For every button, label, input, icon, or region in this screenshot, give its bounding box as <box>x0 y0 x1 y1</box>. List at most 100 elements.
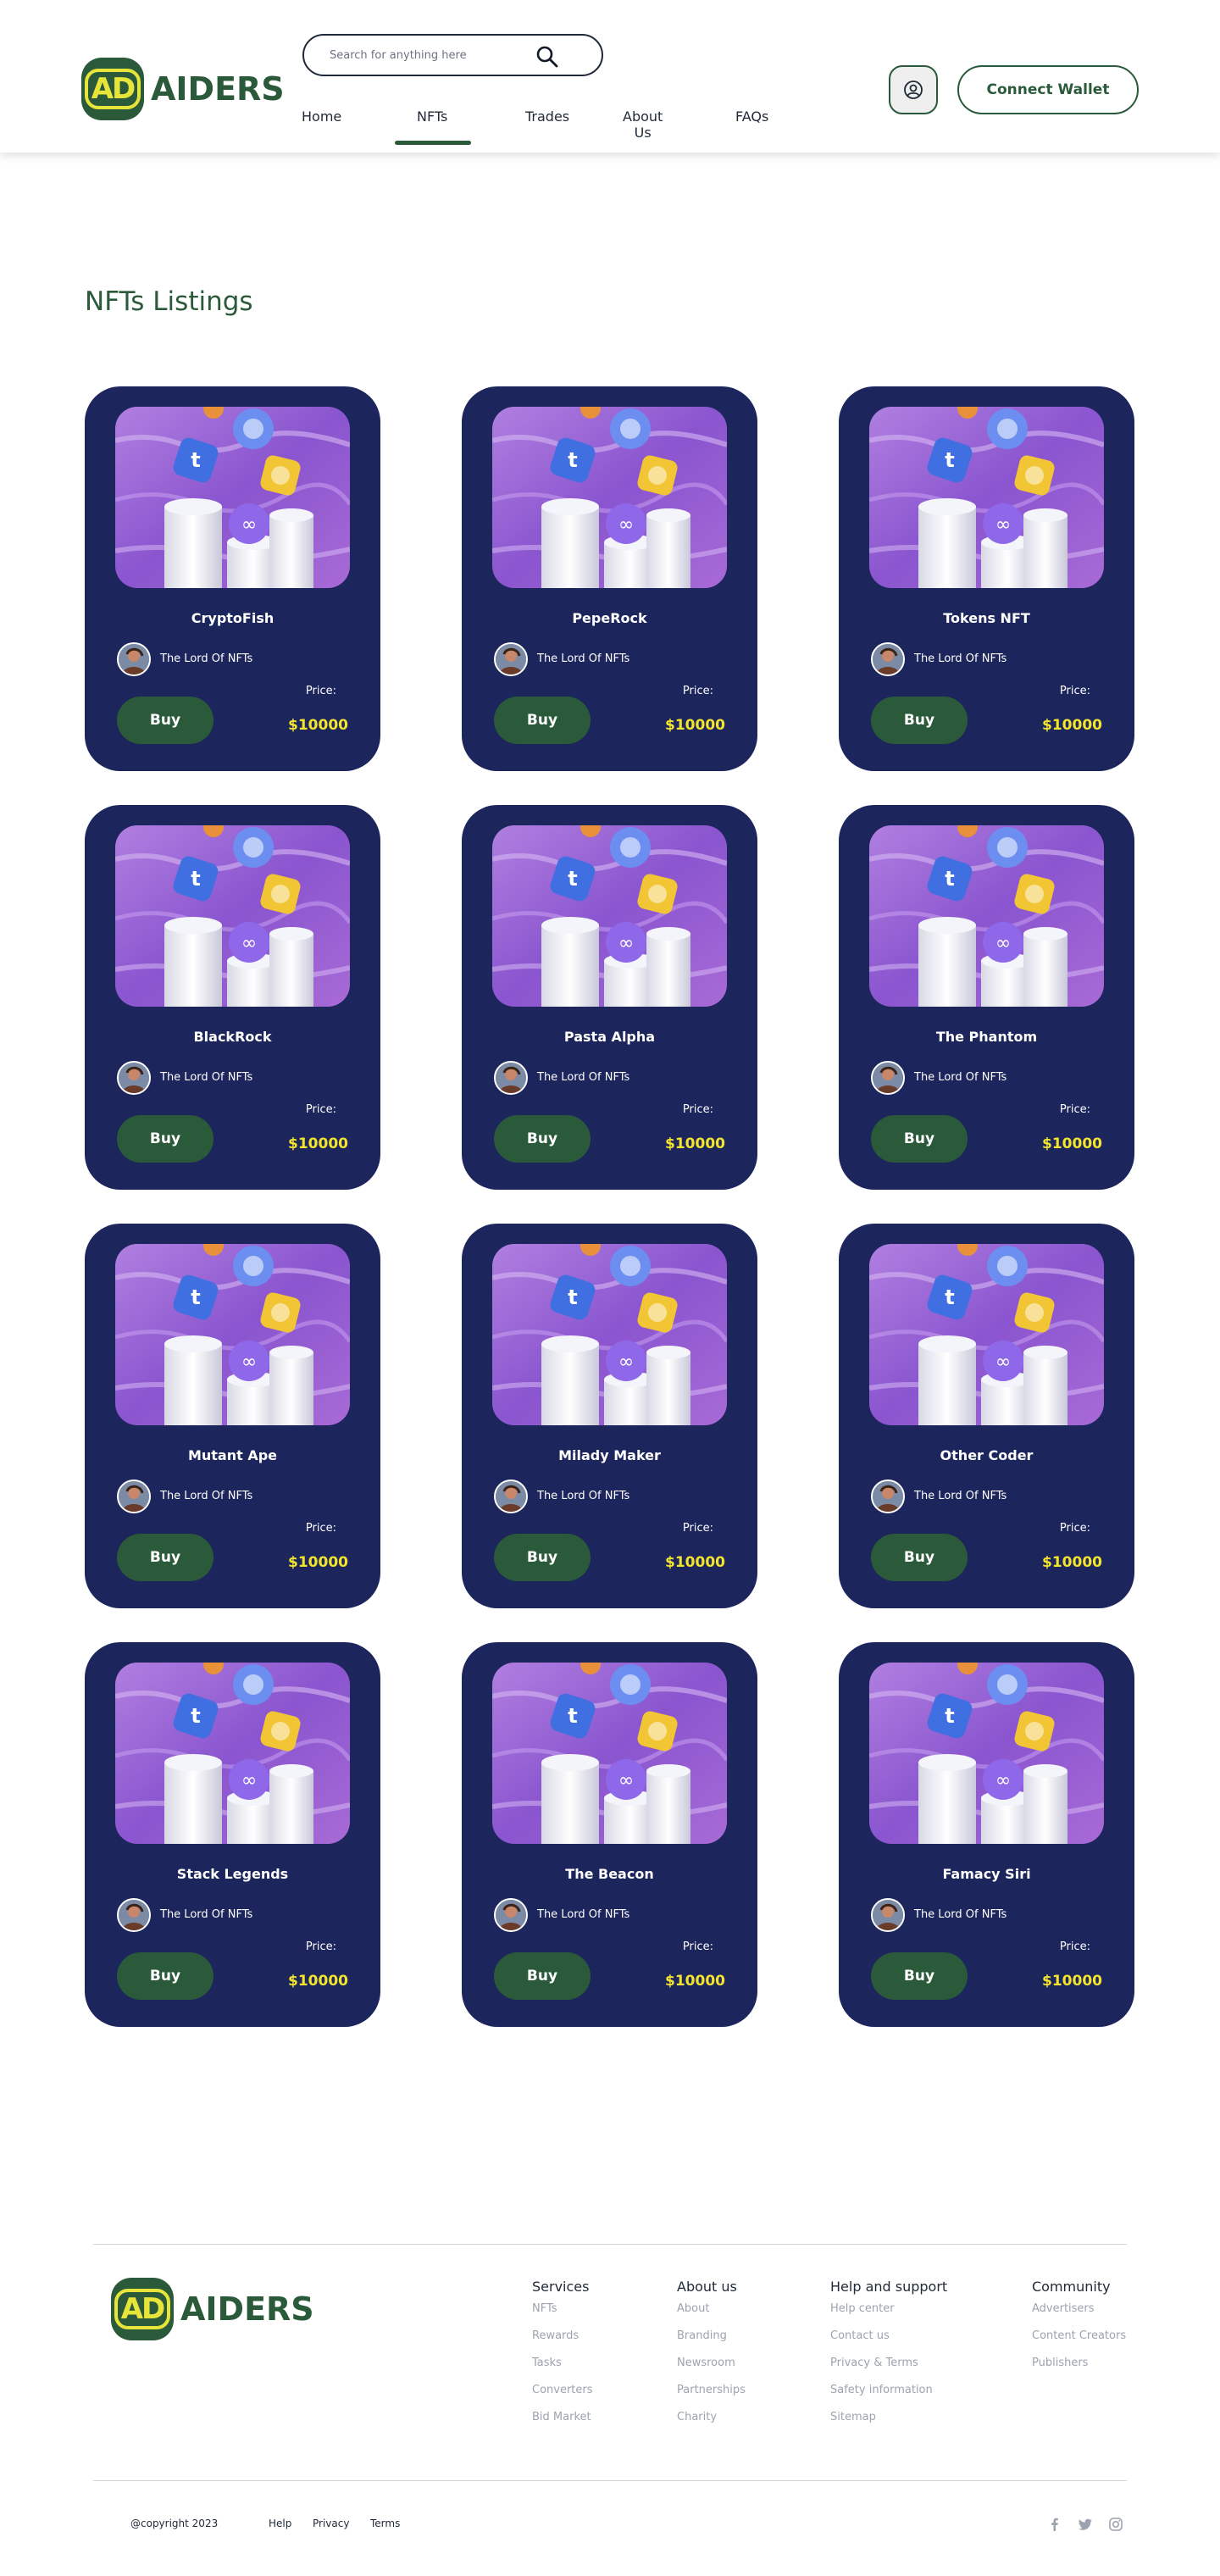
footer-link[interactable]: Rewards <box>532 2329 580 2342</box>
search-input[interactable] <box>330 48 524 62</box>
buy-button[interactable]: Buy <box>871 1534 968 1581</box>
owner-name[interactable]: The Lord Of NFTs <box>914 1490 1007 1502</box>
svg-text:t: t <box>191 1285 200 1309</box>
footer-link[interactable]: NFTs <box>532 2302 557 2315</box>
owner-name[interactable]: The Lord Of NFTs <box>914 652 1007 665</box>
owner-name[interactable]: The Lord Of NFTs <box>537 652 630 665</box>
nft-image[interactable]: t ∞ <box>869 1244 1104 1425</box>
nft-image[interactable]: t ∞ <box>492 407 727 588</box>
nft-image[interactable]: t ∞ <box>115 825 350 1007</box>
brand-logo[interactable]: AD AIDERS <box>81 58 285 120</box>
footer-link[interactable]: Branding <box>677 2329 727 2342</box>
instagram-icon[interactable] <box>1108 2517 1123 2532</box>
footer-link[interactable]: Help center <box>830 2302 895 2315</box>
owner-name[interactable]: The Lord Of NFTs <box>160 1490 253 1502</box>
footer-privacy-link[interactable]: Privacy <box>313 2518 350 2529</box>
twitter-icon[interactable] <box>1078 2517 1093 2532</box>
footer-help-link[interactable]: Help <box>269 2518 292 2529</box>
svg-text:t: t <box>568 1704 577 1728</box>
owner-name[interactable]: The Lord Of NFTs <box>160 652 253 665</box>
owner-name[interactable]: The Lord Of NFTs <box>537 1071 630 1084</box>
nft-image[interactable]: t ∞ <box>869 407 1104 588</box>
price-label: Price: <box>1059 1940 1090 1953</box>
footer-brand-logo[interactable]: AD AIDERS <box>111 2278 314 2340</box>
svg-text:∞: ∞ <box>618 514 634 536</box>
price-value: $10000 <box>288 1973 348 1990</box>
nft-card[interactable]: t ∞ Mutant Ape The Lord Of NFTs Price: $… <box>85 1224 380 1608</box>
search-icon[interactable] <box>535 45 559 69</box>
footer-link[interactable]: Safety information <box>830 2384 933 2396</box>
nft-image[interactable]: t ∞ <box>115 1663 350 1844</box>
owner-name[interactable]: The Lord Of NFTs <box>160 1908 253 1921</box>
nft-image[interactable]: t ∞ <box>492 1244 727 1425</box>
nft-name: Stack Legends <box>176 1866 289 1882</box>
nav-about-us[interactable]: About Us <box>623 108 663 141</box>
price-label: Price: <box>305 1940 336 1953</box>
nav-faqs[interactable]: FAQs <box>735 108 769 125</box>
footer-link[interactable]: Privacy & Terms <box>830 2357 918 2369</box>
buy-button[interactable]: Buy <box>871 1115 968 1163</box>
nav-nfts[interactable]: NFTs <box>417 108 448 125</box>
nft-image[interactable]: t ∞ <box>492 1663 727 1844</box>
svg-text:∞: ∞ <box>995 1770 1011 1791</box>
owner-name[interactable]: The Lord Of NFTs <box>537 1908 630 1921</box>
buy-button[interactable]: Buy <box>494 1115 591 1163</box>
buy-button[interactable]: Buy <box>117 1952 214 2000</box>
footer-link[interactable]: Sitemap <box>830 2411 876 2423</box>
nft-name: The Beacon <box>565 1866 654 1882</box>
nft-card[interactable]: t ∞ BlackRock The Lord Of NFTs Price: $1… <box>85 805 380 1190</box>
owner-name[interactable]: The Lord Of NFTs <box>914 1071 1007 1084</box>
nft-card[interactable]: t ∞ The Beacon The Lord Of NFTs Price: $… <box>462 1642 757 2027</box>
buy-button[interactable]: Buy <box>494 1534 591 1581</box>
nft-card[interactable]: t ∞ Other Coder The Lord Of NFTs Price: … <box>839 1224 1134 1608</box>
nav-home[interactable]: Home <box>302 108 342 125</box>
buy-button[interactable]: Buy <box>117 1115 214 1163</box>
nft-card[interactable]: t ∞ Tokens NFT The Lord Of NFTs Price: $… <box>839 386 1134 771</box>
connect-wallet-button[interactable]: Connect Wallet <box>957 65 1139 114</box>
footer-link[interactable]: Advertisers <box>1032 2302 1095 2315</box>
footer-link[interactable]: About <box>677 2302 710 2315</box>
footer-link[interactable]: Contact us <box>830 2329 890 2342</box>
owner-name[interactable]: The Lord Of NFTs <box>537 1490 630 1502</box>
nft-image[interactable]: t ∞ <box>869 1663 1104 1844</box>
user-account-button[interactable] <box>889 65 938 114</box>
svg-text:t: t <box>568 867 577 891</box>
owner-name[interactable]: The Lord Of NFTs <box>160 1071 253 1084</box>
nft-card[interactable]: t ∞ Stack Legends The Lord Of NFTs Price… <box>85 1642 380 2027</box>
footer-link[interactable]: Tasks <box>532 2357 562 2369</box>
nft-card[interactable]: t ∞ The Phantom The Lord Of NFTs Price: … <box>839 805 1134 1190</box>
nft-name: The Phantom <box>935 1029 1038 1045</box>
nft-card[interactable]: t ∞ Pasta Alpha The Lord Of NFTs Price: … <box>462 805 757 1190</box>
footer-link[interactable]: Partnerships <box>677 2384 746 2396</box>
buy-button[interactable]: Buy <box>117 1534 214 1581</box>
footer-terms-link[interactable]: Terms <box>370 2518 401 2529</box>
nav-trades[interactable]: Trades <box>525 108 570 125</box>
footer-link[interactable]: Bid Market <box>532 2411 591 2423</box>
logo-wordmark: AIDERS <box>151 70 285 108</box>
price-label: Price: <box>1059 685 1090 697</box>
facebook-icon[interactable] <box>1047 2517 1062 2532</box>
footer-link[interactable]: Converters <box>532 2384 593 2396</box>
buy-button[interactable]: Buy <box>871 1952 968 2000</box>
owner-name[interactable]: The Lord Of NFTs <box>914 1908 1007 1921</box>
nft-card[interactable]: t ∞ PepeRock The Lord Of NFTs Price: $10… <box>462 386 757 771</box>
nft-card[interactable]: t ∞ Milady Maker The Lord Of NFTs Price:… <box>462 1224 757 1608</box>
buy-button[interactable]: Buy <box>871 697 968 744</box>
nft-image[interactable]: t ∞ <box>492 825 727 1007</box>
footer-link[interactable]: Newsroom <box>677 2357 735 2369</box>
footer-link[interactable]: Publishers <box>1032 2357 1089 2369</box>
price-label: Price: <box>682 685 713 697</box>
nft-image[interactable]: t ∞ <box>115 407 350 588</box>
nft-card[interactable]: t ∞ CryptoFish The Lord Of NFTs Price: $… <box>85 386 380 771</box>
nft-image[interactable]: t ∞ <box>869 825 1104 1007</box>
buy-button[interactable]: Buy <box>117 697 214 744</box>
footer-link[interactable]: Content Creators <box>1032 2329 1127 2342</box>
footer-link[interactable]: Charity <box>677 2411 718 2423</box>
nft-card[interactable]: t ∞ Famacy Siri The Lord Of NFTs Price: … <box>839 1642 1134 2027</box>
buy-button[interactable]: Buy <box>494 697 591 744</box>
nft-image[interactable]: t ∞ <box>115 1244 350 1425</box>
buy-button[interactable]: Buy <box>494 1952 591 2000</box>
svg-text:t: t <box>191 867 200 891</box>
owner-avatar <box>871 1480 905 1513</box>
footer-column-title: Services <box>532 2279 590 2295</box>
